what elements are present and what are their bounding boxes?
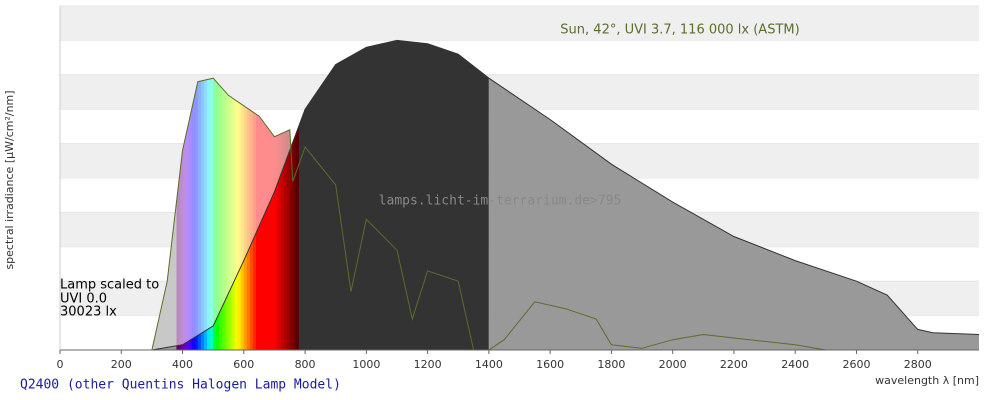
spectrum-band	[222, 78, 226, 350]
chart-title: Q2400 (other Quentins Halogen Lamp Model…	[20, 378, 341, 393]
x-tick-label: 2600	[842, 358, 870, 371]
spectrum-band	[243, 78, 248, 350]
x-tick-label: 200	[111, 358, 132, 371]
spectrum-band	[256, 78, 260, 350]
spectrum-band	[231, 78, 236, 350]
x-axis-label: wavelength λ [nm]	[875, 374, 979, 387]
spectrum-band	[228, 78, 233, 350]
spectrum-band	[286, 40, 291, 350]
spectrum-band	[280, 40, 285, 350]
x-tick-label: 1600	[536, 358, 564, 371]
lamp-label: 30023 lx	[60, 305, 117, 320]
spectrum-band	[292, 40, 297, 350]
spectrum-band	[283, 40, 288, 350]
x-tick-label: 1000	[352, 358, 380, 371]
x-tick-label: 1800	[597, 358, 625, 371]
spectrum-band	[249, 78, 254, 350]
spectrum-band	[252, 78, 257, 350]
spectrum-band	[274, 40, 278, 350]
grid-band	[60, 6, 979, 41]
x-tick-label: 1400	[475, 358, 503, 371]
spectrum-band	[188, 78, 193, 350]
y-axis-label: spectral irradiance [µW/cm²/nm]	[3, 90, 16, 269]
spectrum-band	[295, 40, 300, 350]
x-tick-label: 2800	[904, 358, 932, 371]
spectrum-band	[207, 78, 211, 350]
spectrum-band	[182, 78, 187, 350]
sun-label: Sun, 42°, UVI 3.7, 116 000 lx (ASTM)	[560, 23, 799, 38]
spectrum-band	[191, 78, 196, 350]
spectrum-band	[197, 78, 202, 350]
sun-curve	[151, 77, 826, 351]
spectrum-band	[210, 78, 214, 350]
spectrum-band	[200, 78, 205, 350]
spectrum-band	[203, 78, 208, 350]
lamp-label: UVI 0.0	[60, 292, 107, 307]
spectrum-band	[179, 78, 184, 350]
spectrum-band	[213, 78, 217, 350]
x-tick-label: 800	[295, 358, 316, 371]
x-tick-label: 600	[233, 358, 254, 371]
spectrum-band	[225, 78, 229, 350]
spectrum-band	[219, 78, 223, 350]
spectrum-band	[259, 78, 263, 350]
spectrum-band	[237, 78, 242, 350]
spectrum-band	[246, 78, 251, 350]
watermark: lamps.licht-im-terrarium.de>795	[379, 194, 622, 209]
spectrum-band	[216, 78, 220, 350]
x-tick-label: 0	[57, 358, 64, 371]
spectrum-band	[240, 78, 245, 350]
x-tick-label: 2400	[781, 358, 809, 371]
spectrum-band	[185, 78, 190, 350]
x-tick-label: 2200	[720, 358, 748, 371]
x-tick-label: 400	[172, 358, 193, 371]
ir-shade	[298, 40, 489, 350]
x-tick-label: 1200	[414, 358, 442, 371]
spectrum-band	[194, 78, 199, 350]
x-tick-label: 2000	[659, 358, 687, 371]
spectrum-band	[289, 40, 294, 350]
spectrum-band	[277, 40, 282, 350]
lamp-label: Lamp scaled to	[60, 278, 159, 293]
spectrum-band	[234, 78, 239, 350]
spectrum-band	[176, 78, 180, 350]
lamp-curve	[151, 39, 980, 351]
